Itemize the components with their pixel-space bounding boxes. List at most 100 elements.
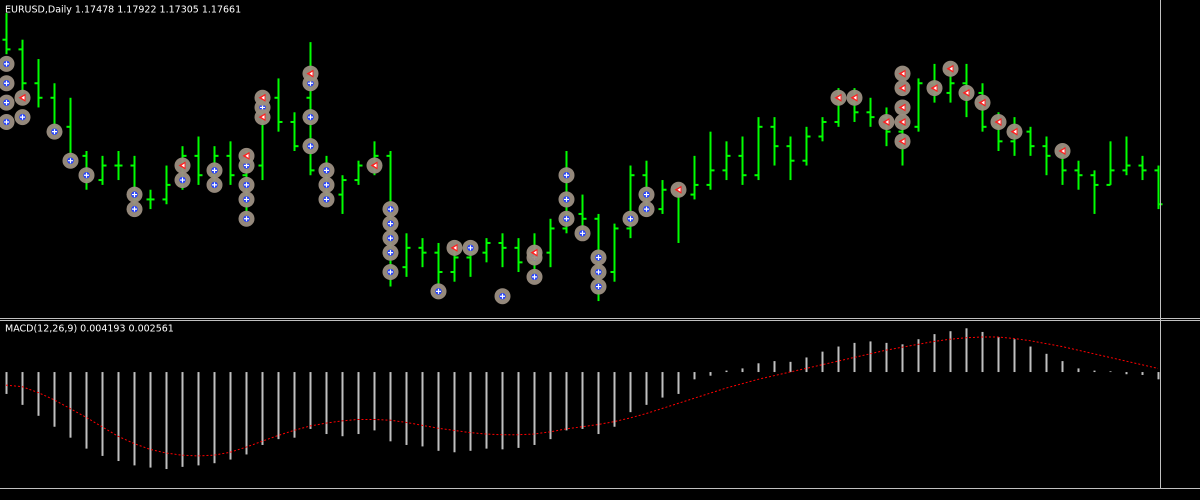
signal-icon [4, 61, 9, 67]
buy-signal [238, 210, 255, 227]
buy-signal [382, 201, 399, 218]
buy-signal [302, 138, 319, 155]
buy-signal [382, 244, 399, 261]
signal-icon [500, 293, 505, 299]
sell-signal [894, 65, 911, 82]
signal-icon [244, 216, 249, 222]
signal-icon [949, 66, 953, 71]
sell-signal [958, 84, 975, 101]
signal-icon [4, 119, 9, 125]
sell-signal [526, 244, 543, 261]
signal-icon [4, 100, 9, 106]
buy-signal [590, 249, 607, 266]
buy-signal [238, 191, 255, 208]
sell-signal [446, 239, 463, 256]
signal-icon [436, 288, 441, 294]
signal-icon [181, 163, 185, 168]
buy-signal [462, 239, 479, 256]
macd-signal-line [5, 336, 1159, 457]
signal-icon [901, 119, 905, 124]
sell-signal [302, 65, 319, 82]
signal-icon [244, 196, 249, 202]
sell-signal [926, 80, 943, 97]
signal-icon [4, 80, 9, 86]
signal-icon [628, 216, 633, 222]
signal-icon [644, 192, 649, 198]
signal-icon [324, 182, 329, 188]
signal-icon [532, 274, 537, 280]
buy-signal [206, 162, 223, 179]
signal-icon [1061, 149, 1065, 154]
signal-icon [212, 167, 217, 173]
buy-signal [126, 186, 143, 203]
signal-icon [324, 167, 329, 173]
signal-icon [564, 216, 569, 222]
signal-icon [309, 71, 313, 76]
labels-layer: EURUSD,Daily 1.17478 1.17922 1.17305 1.1… [5, 5, 241, 335]
signal-icon [596, 269, 601, 275]
buy-signal [430, 283, 447, 300]
signal-icon [180, 177, 185, 183]
sell-signal [878, 113, 895, 130]
signal-icon [245, 153, 249, 158]
signal-icon [20, 114, 25, 120]
signal-icon [997, 119, 1001, 124]
buy-signal [638, 186, 655, 203]
buy-signal [574, 225, 591, 242]
signal-icon [853, 95, 857, 100]
buy-signal [302, 109, 319, 126]
signal-icon [901, 105, 905, 110]
sell-signal [846, 89, 863, 106]
buy-signal [206, 176, 223, 193]
signal-icon [933, 86, 937, 91]
sell-signal [1054, 143, 1071, 160]
signal-icon [901, 139, 905, 144]
signal-icon [212, 182, 217, 188]
buy-signal [590, 264, 607, 281]
buy-signal [14, 109, 31, 126]
sell-signal [670, 181, 687, 198]
signal-icon [324, 196, 329, 202]
buy-signal [318, 191, 335, 208]
buy-signal [622, 210, 639, 227]
signal-icon [453, 245, 457, 250]
buy-signal [318, 162, 335, 179]
buy-signal [590, 278, 607, 295]
signal-icon [564, 172, 569, 178]
signal-icon [388, 269, 393, 275]
buy-signal [174, 172, 191, 189]
macd-title: MACD(12,26,9) 0.004193 0.002561 [5, 324, 174, 335]
sell-signal [894, 113, 911, 130]
signal-icon [84, 172, 89, 178]
signal-icon [261, 115, 265, 120]
signal-icon [308, 80, 313, 86]
signal-icon [837, 95, 841, 100]
buy-signal [382, 215, 399, 232]
sell-signal [238, 147, 255, 164]
buy-signal [78, 167, 95, 184]
sell-signal [366, 157, 383, 174]
buy-signal [0, 113, 15, 130]
signal-icon [52, 129, 57, 135]
buy-signal [638, 201, 655, 218]
buy-signal [0, 55, 15, 72]
signal-icon [388, 206, 393, 212]
buy-signal [382, 264, 399, 281]
sell-signal [990, 113, 1007, 130]
signal-icon [261, 95, 265, 100]
signal-icon [21, 95, 25, 100]
signal-icon [308, 143, 313, 149]
signal-icon [132, 192, 137, 198]
sell-signal [174, 157, 191, 174]
buy-signal [0, 94, 15, 111]
signal-icon [564, 196, 569, 202]
buy-signal [0, 75, 15, 92]
signal-icon [580, 230, 585, 236]
signal-icon [388, 250, 393, 256]
signal-icon [596, 284, 601, 290]
price-title: EURUSD,Daily 1.17478 1.17922 1.17305 1.1… [5, 5, 241, 16]
sell-signal [254, 109, 271, 126]
signal-icon [1013, 129, 1017, 134]
sell-signal [894, 133, 911, 150]
